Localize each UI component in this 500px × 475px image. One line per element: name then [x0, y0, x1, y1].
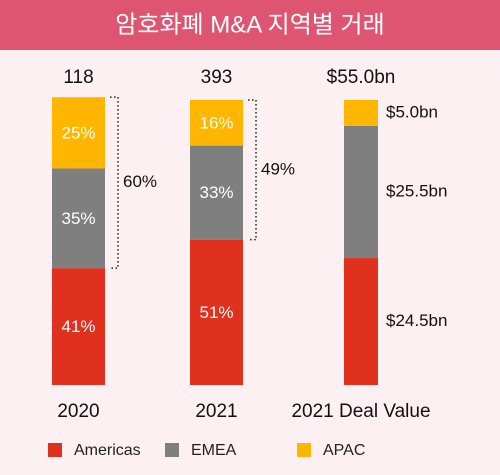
value-label: $25.5bn	[386, 181, 447, 200]
bar-segment	[190, 145, 243, 240]
bracket-label: 49%	[261, 159, 295, 178]
value-label: 35%	[61, 209, 95, 228]
value-label: 16%	[199, 113, 233, 132]
legend-label: EMEA	[191, 442, 237, 459]
total-label: 118	[63, 67, 93, 88]
bar-segment	[52, 168, 105, 269]
total-label: 393	[201, 67, 233, 88]
bar-segment	[344, 258, 378, 385]
value-label: 51%	[199, 303, 233, 322]
bar-segment	[190, 100, 243, 146]
bracket	[248, 99, 257, 241]
x-tick-label: 2021 Deal Value	[291, 401, 430, 422]
legend-swatch	[165, 443, 179, 457]
bracket	[110, 96, 119, 269]
title-banner	[0, 0, 500, 50]
x-tick-label: 2021	[195, 401, 237, 422]
value-label: 33%	[199, 183, 233, 202]
value-label: 25%	[61, 123, 95, 142]
legend-swatch	[48, 443, 62, 457]
value-label: 41%	[61, 317, 95, 336]
legend-label: APAC	[323, 442, 365, 459]
chart-title: 암호화폐 M&A 지역별 거래	[115, 11, 384, 38]
bar-segment	[344, 125, 378, 259]
bar-segment	[52, 268, 105, 385]
bar-segment	[190, 239, 243, 385]
bar-segment	[52, 97, 105, 169]
legend-swatch	[297, 443, 311, 457]
total-label: $55.0bn	[327, 67, 396, 88]
legend-label: Americas	[74, 442, 141, 459]
bracket-label: 60%	[123, 172, 157, 191]
value-label: $5.0bn	[386, 102, 438, 121]
bar-segment	[344, 100, 378, 126]
value-label: $24.5bn	[386, 311, 447, 330]
x-tick-label: 2020	[57, 401, 99, 422]
